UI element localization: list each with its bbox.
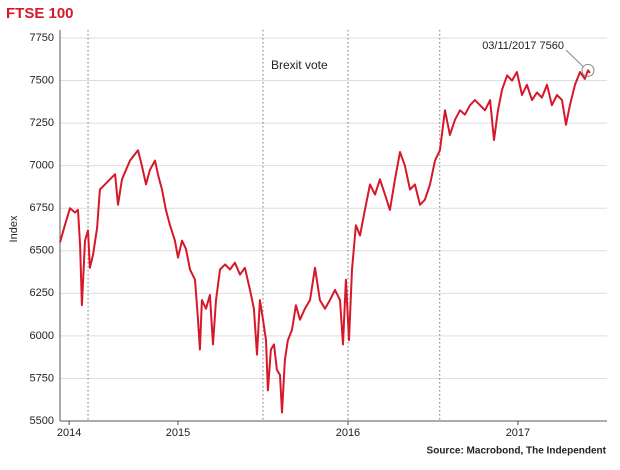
reference-label: Brexit vote <box>271 58 328 72</box>
y-tick-label: 6250 <box>30 287 54 299</box>
y-axis-label: Index <box>8 215 20 242</box>
y-tick-label: 6000 <box>30 330 54 342</box>
x-tick-label: 2017 <box>506 427 530 439</box>
y-tick-label: 6500 <box>30 245 54 257</box>
source: Source: Macrobond, The Independent <box>427 446 607 457</box>
y-tick-label: 7500 <box>30 74 54 86</box>
x-tick-label: 2015 <box>166 427 190 439</box>
y-tick-label: 7000 <box>30 160 54 172</box>
y-tick-label: 6750 <box>30 202 54 214</box>
y-tick-label: 5750 <box>30 372 54 384</box>
x-tick-label: 2016 <box>336 427 360 439</box>
annotation-label: 03/11/2017 7560 <box>482 40 564 52</box>
y-tick-label: 7250 <box>30 117 54 129</box>
series-line <box>59 69 591 414</box>
annotation-marker <box>581 63 595 77</box>
annotation-leader <box>565 49 584 67</box>
y-tick-label: 5500 <box>30 415 54 427</box>
y-tick-label: 7750 <box>30 32 54 44</box>
chart-title: FTSE 100 <box>6 5 74 22</box>
x-tick-label: 2014 <box>57 427 81 439</box>
